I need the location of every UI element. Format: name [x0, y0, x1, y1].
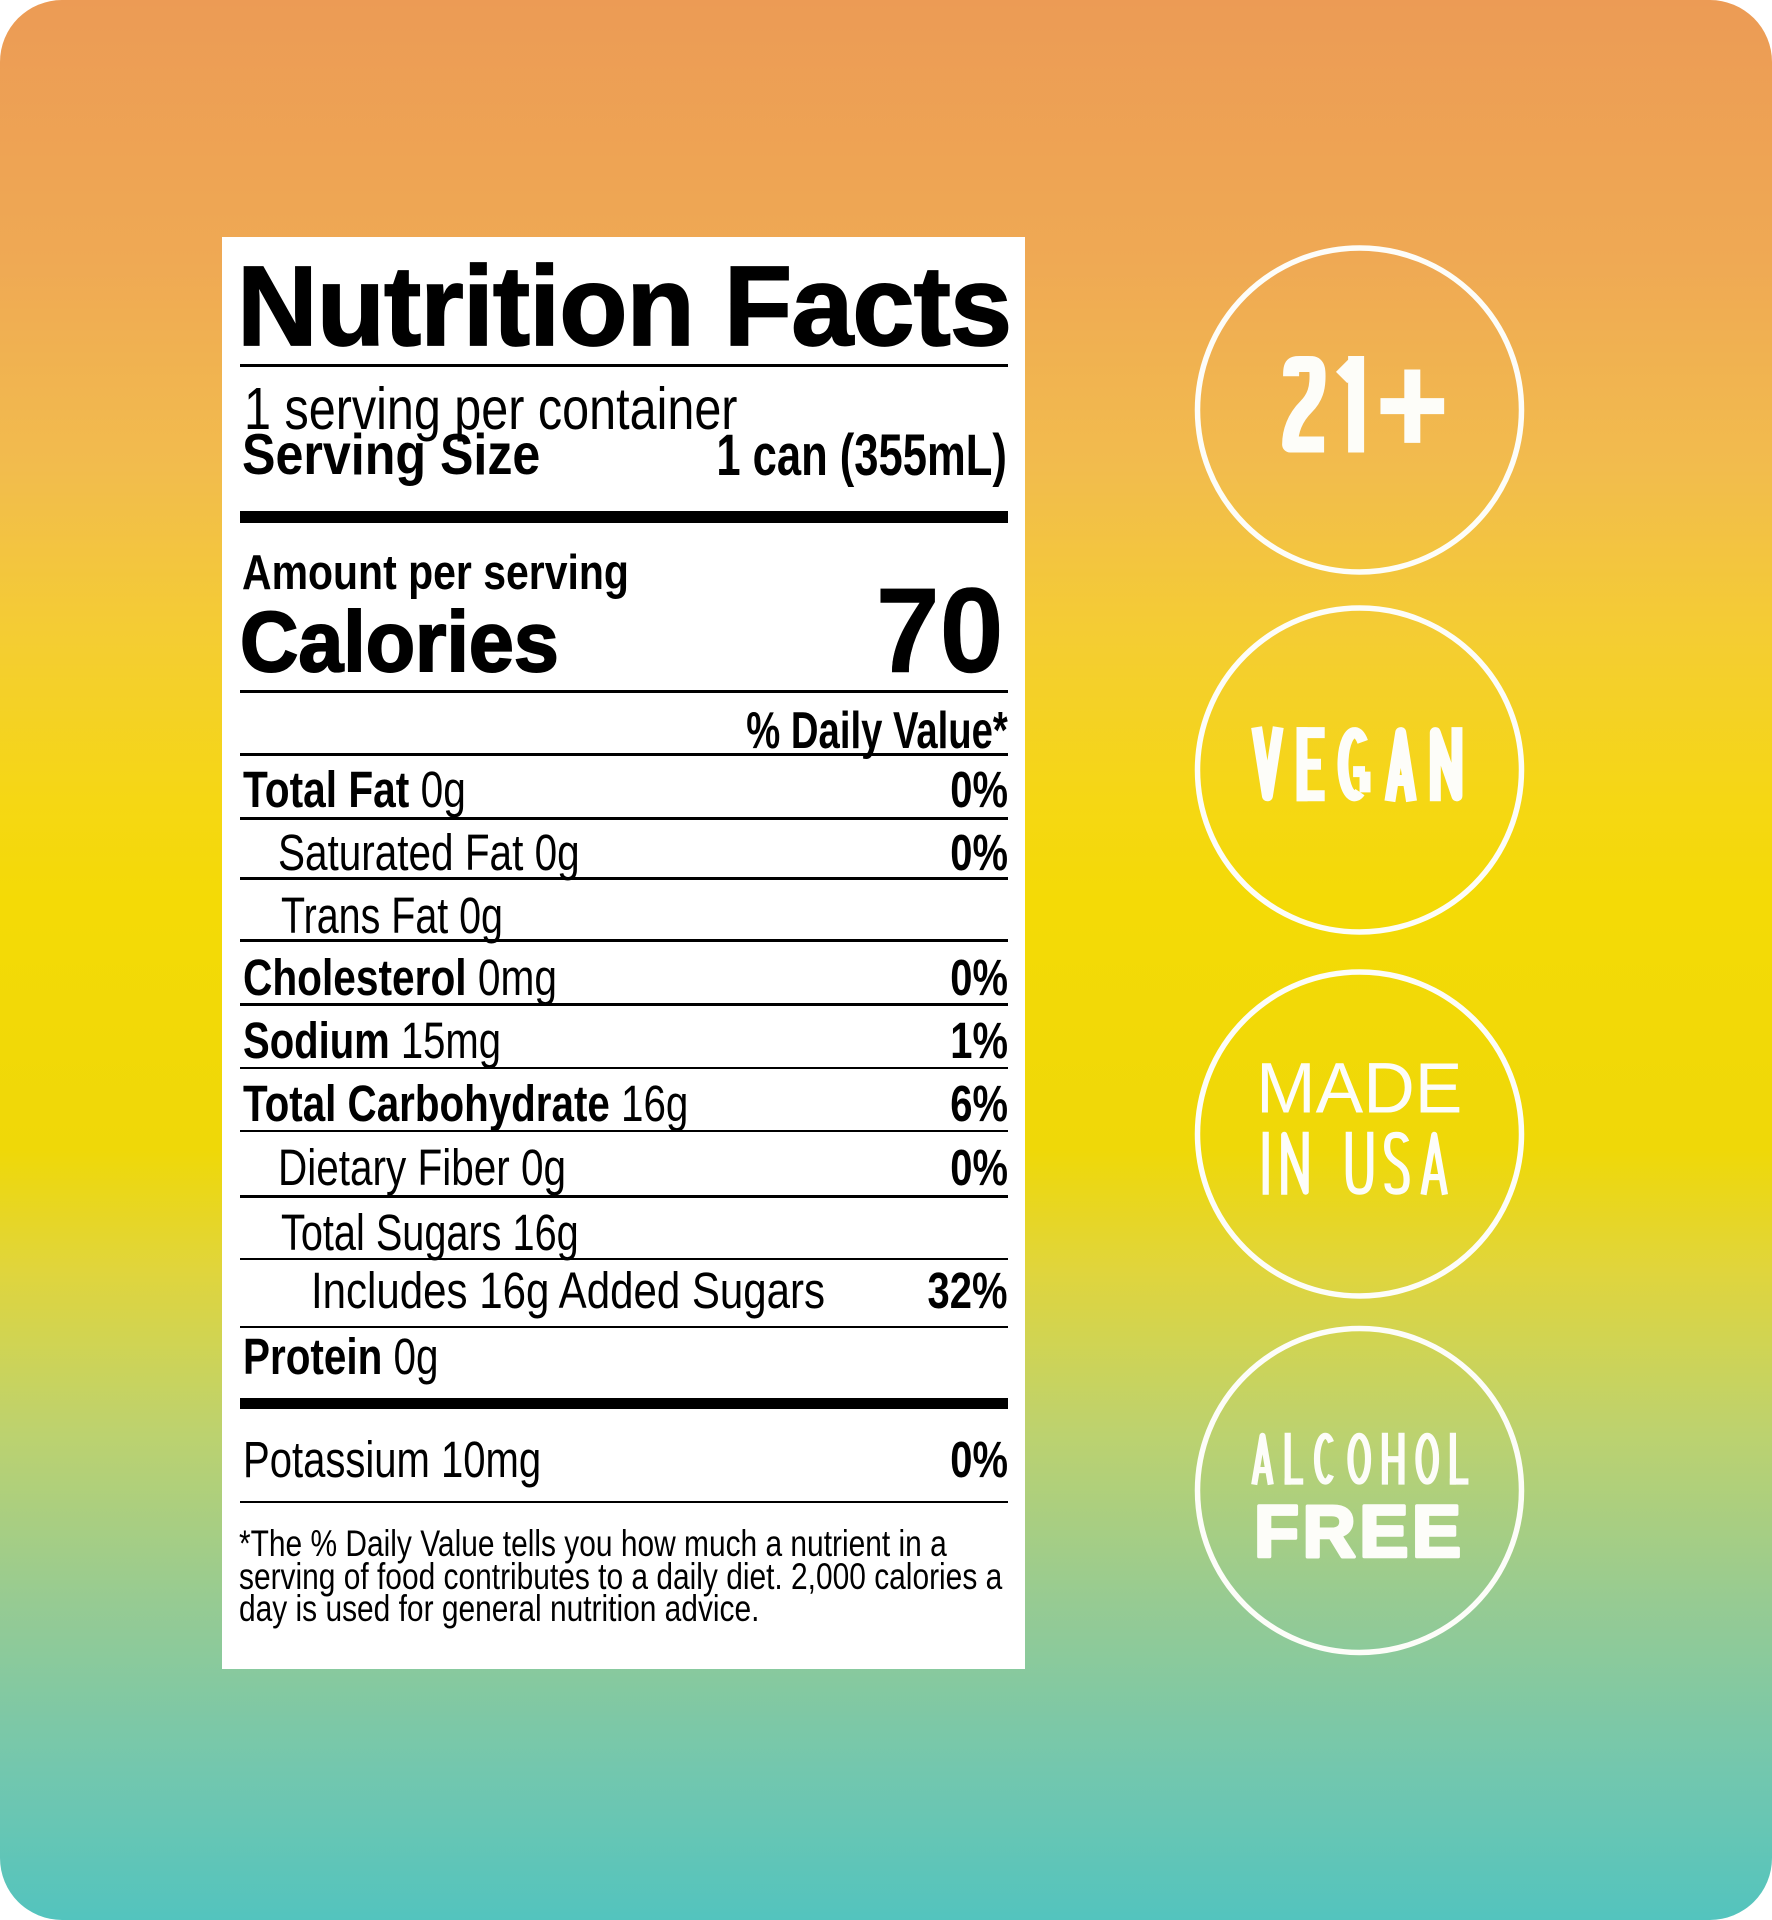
svg-text:FREE: FREE — [1254, 1490, 1465, 1573]
svg-text:MADE: MADE — [1256, 1049, 1462, 1129]
